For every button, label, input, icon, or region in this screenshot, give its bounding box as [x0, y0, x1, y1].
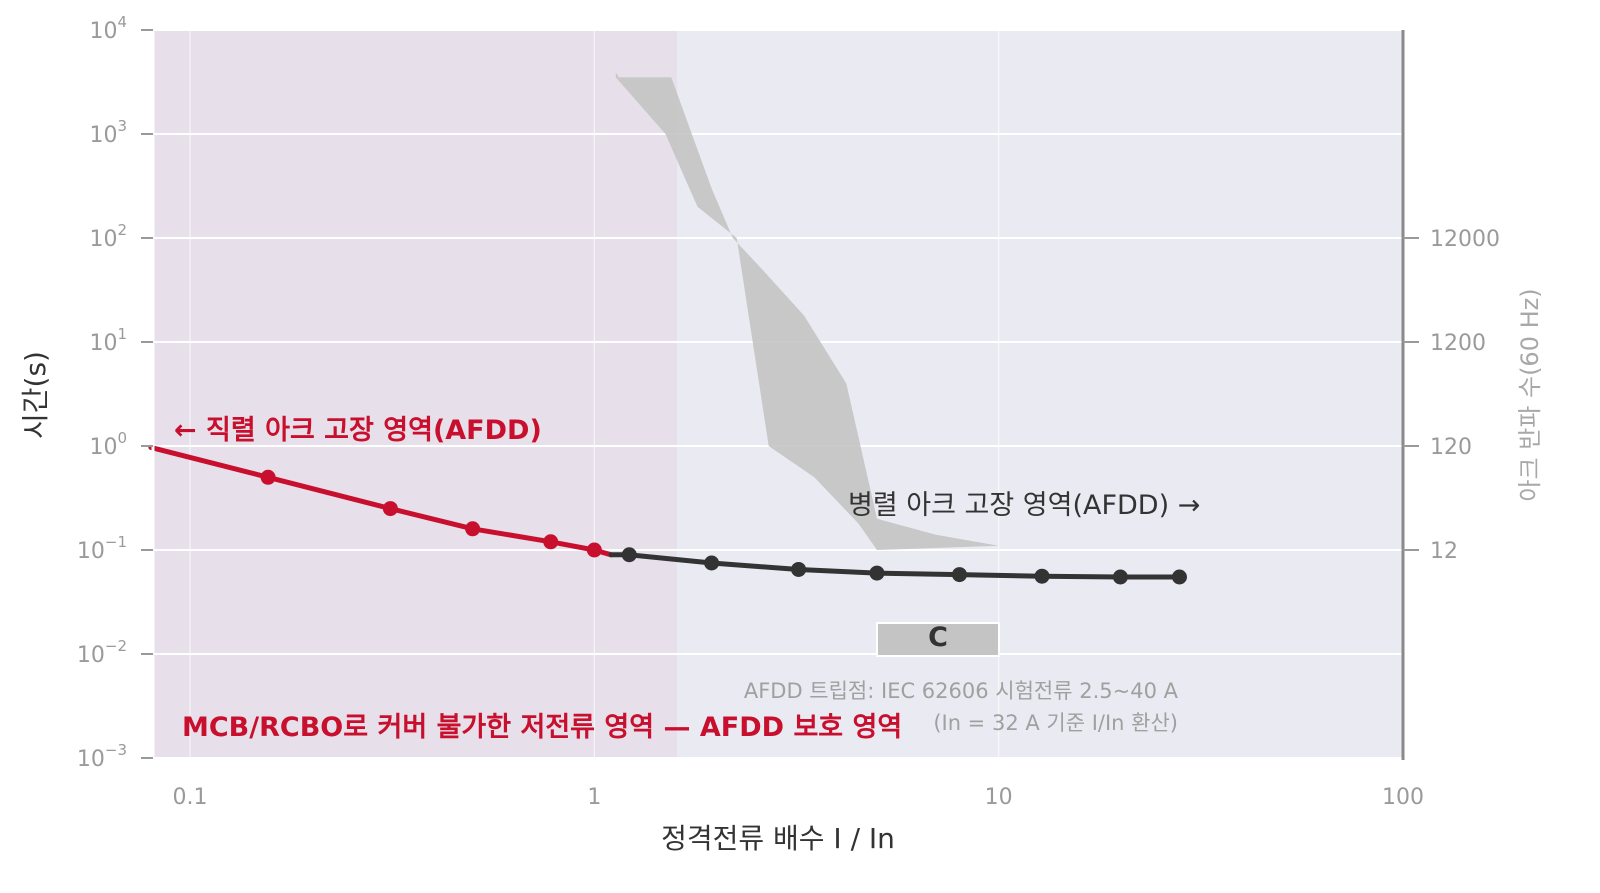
curve-c-label: C: [928, 622, 948, 653]
series-point-0: [260, 469, 276, 485]
series-arc-label: ← 직렬 아크 고장 영역(AFDD): [174, 415, 542, 446]
parallel-arc-label: 병렬 아크 고장 영역(AFDD) →: [848, 490, 1200, 521]
series-point-0: [382, 501, 398, 517]
series-point-1: [869, 565, 885, 581]
curve-c-box: [876, 622, 1000, 657]
x-axis-ticks: 0.1 1 10 100: [173, 785, 1425, 810]
y2-tick-label: 12: [1430, 539, 1458, 564]
series-point-1: [1034, 568, 1050, 584]
afdd-note-line1: AFDD 트립점: IEC 62606 시험전류 2.5~40 A: [744, 679, 1179, 703]
y-tick-label: 10−3: [77, 741, 127, 772]
x-tick-label: 1: [587, 785, 601, 810]
series-point-1: [1112, 569, 1128, 585]
series-point-0: [586, 542, 602, 558]
y2-tick-label: 120: [1430, 435, 1472, 460]
y2-tick-label: 1200: [1430, 331, 1486, 356]
mcb-note: MCB/RCBO로 커버 불가한 저전류 영역 — AFDD 보호 영역: [182, 712, 902, 743]
series-point-1: [621, 547, 637, 563]
series-point-1: [951, 567, 967, 583]
y-tick-label: 101: [89, 325, 127, 356]
y2-axis-ticks: 12000 1200 120 12: [1403, 227, 1500, 564]
afdd-note-line2: (In = 32 A 기준 I/In 환산): [933, 711, 1178, 735]
y2-tick-label: 12000: [1430, 227, 1500, 252]
x-tick-label: 0.1: [173, 785, 208, 810]
x-tick-label: 100: [1382, 785, 1424, 810]
y-tick-label: 103: [89, 117, 127, 148]
series-point-0: [543, 534, 559, 550]
y-tick-label: 100: [89, 429, 127, 460]
x-tick-label: 10: [985, 785, 1013, 810]
series-arc-region: [153, 30, 677, 760]
y-tick-label: 102: [89, 221, 127, 252]
series-markers: [260, 469, 1187, 585]
y-tick-label: 10−1: [77, 533, 127, 564]
y-tick-label: 10−2: [77, 637, 127, 668]
x-axis-title: 정격전류 배수 I / In: [661, 822, 895, 855]
y-axis-title: 시간(s): [19, 351, 52, 439]
series-point-0: [465, 521, 481, 537]
parallel-arc-band: [615, 72, 999, 550]
y2-axis-title: 아크 반파 수(60 Hz): [1516, 288, 1544, 501]
y-tick-label: 104: [89, 13, 127, 44]
series-point-1: [704, 555, 720, 571]
series-point-1: [791, 561, 807, 577]
y-axis-ticks: 10−3 10−2 10−1 100 101 102 103 104: [77, 13, 153, 772]
series-point-1: [1171, 569, 1187, 585]
